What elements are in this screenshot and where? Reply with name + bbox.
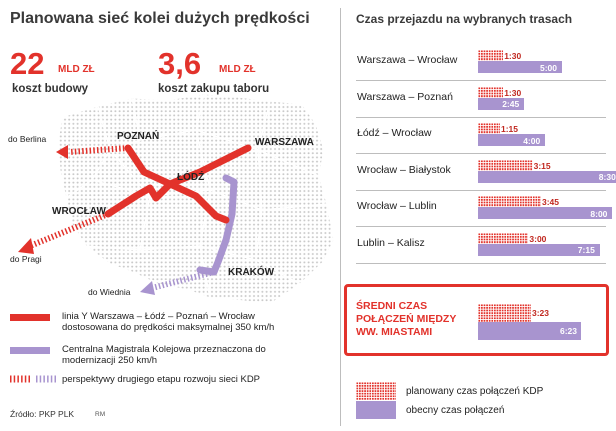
- route-bar-current: [478, 207, 613, 219]
- map-title: Planowana sieć kolei dużych prędkości: [10, 10, 310, 27]
- city-poznan: POZNAŃ: [117, 131, 160, 142]
- dest-praga: do Pragi: [10, 254, 42, 264]
- legend-cmk-text: Centralna Magistrala Kolejowa przeznaczo…: [62, 344, 266, 366]
- route-divider: [356, 80, 606, 81]
- route-bar-current: [478, 134, 546, 146]
- source-note: Źródło: PKP PLK: [10, 409, 75, 419]
- route-bar-planned: [478, 196, 541, 207]
- route-label-current: 2:45: [502, 99, 520, 109]
- route-bar-planned: [478, 232, 529, 244]
- panel-divider: [340, 8, 341, 426]
- rail-network: [18, 144, 252, 295]
- summary-bar-planned: [478, 304, 531, 322]
- route-bar-current: [478, 243, 600, 256]
- praga-arrow: [18, 238, 34, 254]
- route-label-planned: 1:30: [504, 87, 522, 98]
- route-bar-current: [478, 170, 616, 183]
- berlin-arrow: [56, 145, 68, 159]
- route-divider: [356, 189, 606, 191]
- legend-y-swatch: [10, 314, 50, 321]
- cost-fleet-unit: MLD ZŁ: [219, 64, 256, 75]
- route-bar-planned: [478, 159, 533, 171]
- route-label-current: 8:00: [590, 208, 608, 219]
- summary-label: ŚREDNI CZAS POŁĄCZEŃ MIĘDZY WW. MIASTAMI: [356, 300, 456, 339]
- route-label-planned: 1:15: [501, 124, 519, 134]
- route-divider: [356, 226, 606, 227]
- route-label-planned: 3:15: [533, 160, 551, 171]
- city-lodz: ŁÓDŹ: [177, 172, 205, 183]
- route-name: Łódź – Wrocław: [357, 127, 432, 139]
- cost-fleet-label: koszt zakupu taboru: [158, 83, 270, 95]
- route-label-current: 5:00: [540, 62, 558, 73]
- summary-line-2: POŁĄCZEŃ MIĘDZY: [356, 313, 457, 325]
- route-bar-planned: [478, 123, 500, 134]
- route-bar-planned: [478, 86, 504, 98]
- route-name: Wrocław – Lublin: [357, 200, 437, 212]
- legend-cmk-swatch: [10, 347, 50, 354]
- route-label-planned: 1:30: [504, 51, 522, 61]
- wieden-arrow: [140, 281, 155, 295]
- summary-box: [344, 284, 609, 356]
- route-divider: [356, 262, 606, 264]
- city-wroclaw: WROCŁAW: [52, 206, 106, 217]
- legend-planned-text: planowany czas połączeń KDP: [406, 386, 544, 397]
- legend-y-text: linia Y Warszawa – Łódź – Poznań – Wrocł…: [62, 311, 275, 333]
- legend-current-text: obecny czas połączeń: [406, 405, 505, 416]
- route-bar-current: [478, 61, 562, 73]
- cost-build-unit: MLD ZŁ: [58, 64, 95, 75]
- route-bar-current: [478, 97, 525, 110]
- y-line-south: [104, 180, 174, 218]
- berlin-extension: [69, 145, 129, 155]
- summary-label-current: 6:23: [560, 326, 578, 336]
- summary-line-1: ŚREDNI CZAS: [356, 300, 428, 312]
- summary-label-planned: 3:23: [532, 308, 550, 318]
- dest-berlin: do Berlina: [8, 134, 47, 144]
- praga-extension: [28, 211, 110, 249]
- cost-build-value: 22: [10, 46, 45, 81]
- summary-bar-current: [478, 322, 581, 340]
- route-divider: [356, 153, 606, 154]
- times-title: Czas przejazdu na wybranych trasach: [356, 12, 573, 26]
- cost-fleet-value: 3,6: [158, 46, 202, 81]
- route-label-current: 7:15: [577, 245, 595, 255]
- y-line-link: [166, 180, 230, 224]
- legend-perspective-text: perspektywy drugiego etapu rozwoju sieci…: [62, 374, 261, 385]
- route-name: Warszawa – Wrocław: [357, 54, 458, 66]
- legend-perspective-swatch: [10, 375, 58, 383]
- route-bar-planned: [478, 50, 504, 61]
- legend-planned-swatch: [356, 382, 396, 400]
- cmk-line: [196, 174, 238, 276]
- route-divider: [356, 116, 606, 118]
- route-name: Warszawa – Poznań: [357, 90, 453, 103]
- route-label-planned: 3:45: [542, 197, 560, 207]
- author-note: RM: [95, 411, 106, 418]
- dest-wieden: do Wiednia: [88, 287, 131, 297]
- city-warszawa: WARSZAWA: [255, 137, 314, 148]
- cost-build-label: koszt budowy: [12, 83, 89, 95]
- legend-current-swatch: [356, 401, 396, 419]
- route-label-planned: 3:00: [529, 233, 547, 244]
- route-name: Lublin – Kalisz: [357, 236, 425, 249]
- route-label-current: 4:00: [523, 135, 541, 146]
- wieden-extension: [151, 269, 215, 291]
- route-name: Wrocław – Białystok: [357, 163, 451, 176]
- city-krakow: KRAKÓW: [228, 267, 275, 278]
- route-label-current: 8:30: [598, 172, 616, 182]
- summary-line-3: WW. MIASTAMI: [356, 326, 433, 338]
